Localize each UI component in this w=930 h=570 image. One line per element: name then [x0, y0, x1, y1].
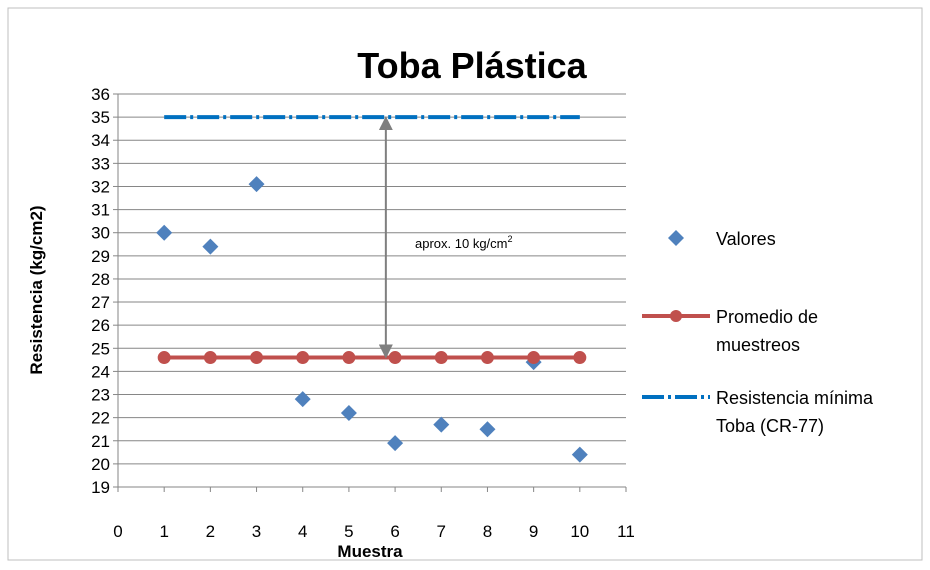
value-point-3 — [248, 176, 265, 193]
x-tick-label-9: 9 — [529, 522, 538, 541]
average-point-9 — [527, 351, 541, 365]
y-tick-label-20: 20 — [91, 455, 110, 474]
legend-marker-promedio — [670, 310, 682, 322]
x-tick-label-7: 7 — [437, 522, 446, 541]
average-point-6 — [388, 351, 402, 365]
y-tick-label-32: 32 — [91, 177, 110, 196]
y-tick-label-33: 33 — [91, 154, 110, 173]
annotation-label: aprox. 10 kg/cm2 — [415, 234, 513, 251]
legend-label-1-line-1: Valores — [716, 229, 776, 249]
x-axis-label: Muestra — [337, 542, 403, 561]
y-tick-label-25: 25 — [91, 339, 110, 358]
value-point-4 — [294, 391, 311, 408]
average-point-4 — [296, 351, 310, 365]
average-point-8 — [480, 351, 494, 365]
series-1 — [156, 176, 588, 463]
value-point-6 — [387, 435, 404, 452]
y-tick-label-34: 34 — [91, 131, 110, 150]
legend-label-2-line-2: muestreos — [716, 335, 800, 355]
value-point-7 — [433, 416, 450, 433]
average-point-1 — [157, 351, 171, 365]
x-tick-label-2: 2 — [206, 522, 215, 541]
y-tick-labels: 19 20 21 22 23 24 25 26 27 28 29 30 31 32 33 34 35 36 — [91, 85, 110, 497]
y-tick-label-36: 36 — [91, 85, 110, 104]
x-tick-label-3: 3 — [252, 522, 261, 541]
y-tick-label-22: 22 — [91, 409, 110, 428]
average-point-7 — [434, 351, 448, 365]
x-tick-label-0: 0 — [113, 522, 122, 541]
y-tick-label-23: 23 — [91, 386, 110, 405]
y-tick-label-19: 19 — [91, 478, 110, 497]
x-tick-labels: 0 1 2 3 4 5 6 7 8 9 10 11 — [113, 522, 635, 541]
x-tick-label-6: 6 — [390, 522, 399, 541]
y-tick-label-29: 29 — [91, 247, 110, 266]
legend-item-1: Valores — [668, 229, 776, 249]
y-tick-label-27: 27 — [91, 293, 110, 312]
y-axis-label: Resistencia (kg/cm2) — [27, 205, 46, 374]
average-point-2 — [203, 351, 217, 365]
gridlines — [118, 93, 626, 465]
axes — [113, 93, 627, 492]
chart-title: Toba Plástica — [357, 45, 587, 86]
value-point-2 — [202, 238, 219, 255]
y-tick-label-26: 26 — [91, 316, 110, 335]
series-layer — [156, 115, 588, 463]
legend-item-2: Promedio de muestreos — [642, 307, 818, 355]
annotation: aprox. 10 kg/cm2 — [378, 116, 513, 359]
y-tick-label-35: 35 — [91, 108, 110, 127]
legend: Valores Promedio de muestreos Resistencia m… — [642, 229, 874, 436]
x-tick-label-5: 5 — [344, 522, 353, 541]
value-point-1 — [156, 224, 173, 241]
x-tick-label-11: 11 — [617, 522, 635, 541]
legend-label-2-line-1: Promedio de — [716, 307, 818, 327]
y-tick-label-28: 28 — [91, 270, 110, 289]
y-tick-label-31: 31 — [91, 201, 110, 220]
average-point-5 — [342, 351, 356, 365]
x-tick-label-1: 1 — [159, 522, 168, 541]
x-tick-label-8: 8 — [483, 522, 492, 541]
x-tick-label-10: 10 — [570, 522, 589, 541]
series-2 — [157, 351, 587, 365]
y-tick-label-30: 30 — [91, 224, 110, 243]
x-tick-label-4: 4 — [298, 522, 307, 541]
y-tick-label-21: 21 — [91, 432, 110, 451]
y-tick-label-24: 24 — [91, 362, 110, 381]
average-point-3 — [250, 351, 264, 365]
legend-item-3: Resistencia mínima Toba (CR-77) — [642, 388, 874, 436]
legend-marker-valores — [668, 230, 684, 246]
legend-label-3-line-1: Resistencia mínima — [716, 388, 874, 408]
legend-label-3-line-2: Toba (CR-77) — [716, 416, 824, 436]
annotation-superscript: 2 — [508, 234, 513, 244]
value-point-10 — [571, 446, 588, 463]
chart-border — [7, 7, 923, 561]
value-point-8 — [479, 421, 496, 438]
value-point-5 — [340, 405, 357, 422]
average-point-10 — [573, 351, 587, 365]
